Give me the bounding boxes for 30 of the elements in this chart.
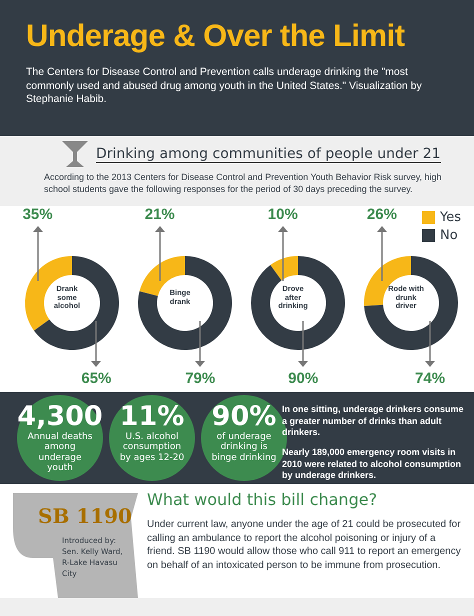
text: According to the 2013 Centers for Disease Control and Prevention Youth Behavior Risk survey, high school students gave the following responses for the period of 30 days preceding the survey. xyxy=(44,172,443,196)
text: 4,300 xyxy=(17,401,103,432)
data-label: 10% xyxy=(266,206,299,223)
text: of underage drinking is binge drinking xyxy=(212,432,276,463)
donut-slice xyxy=(251,256,345,350)
text: In one sitting, underage drinkers consume a greater number of drinks than adult drinkers. xyxy=(282,404,465,440)
text: U.S. alcohol consumption by ages 12-20 xyxy=(118,432,186,464)
data-label: 26% xyxy=(366,206,398,223)
text: Under current law, anyone under the age of 21 could be prosecuted for calling an ambulance to report the alcohol poisoning or injury of a friend. SB 1190 would allow those who call 911 to report an emergency on behalf of an intoxicated person to be immune from prosecution. xyxy=(147,518,462,572)
text: Drinking among communities of people under 21 xyxy=(96,146,441,163)
legend-label: No xyxy=(440,228,458,243)
donut-slice xyxy=(34,256,119,350)
donut-slice xyxy=(364,256,458,350)
text: 90% xyxy=(212,401,276,432)
donut-slice xyxy=(138,256,232,350)
data-label: 21% xyxy=(144,206,176,223)
donut-slice xyxy=(270,256,298,280)
text: The Centers for Disease Control and Prevention calls underage drinking the "most commonly used and abused drug among youth in the United States." Visualization by Stephanie Habib. xyxy=(26,66,423,107)
text: 11% xyxy=(118,401,186,432)
data-label: 90% xyxy=(287,370,320,387)
data-label: 65% xyxy=(80,370,112,387)
data-label: 74% xyxy=(414,370,446,387)
text: Nearly 189,000 emergency room visits in 2010 were related to alcohol consumption by underage drinkers. xyxy=(282,447,462,482)
data-label: 35% xyxy=(22,206,54,223)
text: SB 1190 xyxy=(38,504,132,528)
legend-label: Yes xyxy=(440,210,461,225)
data-label: 79% xyxy=(184,370,216,387)
text: Underage & Over the Limit xyxy=(26,18,406,54)
text: What would this bill change? xyxy=(147,490,378,509)
text: Annual deaths among underage youth xyxy=(26,432,94,474)
